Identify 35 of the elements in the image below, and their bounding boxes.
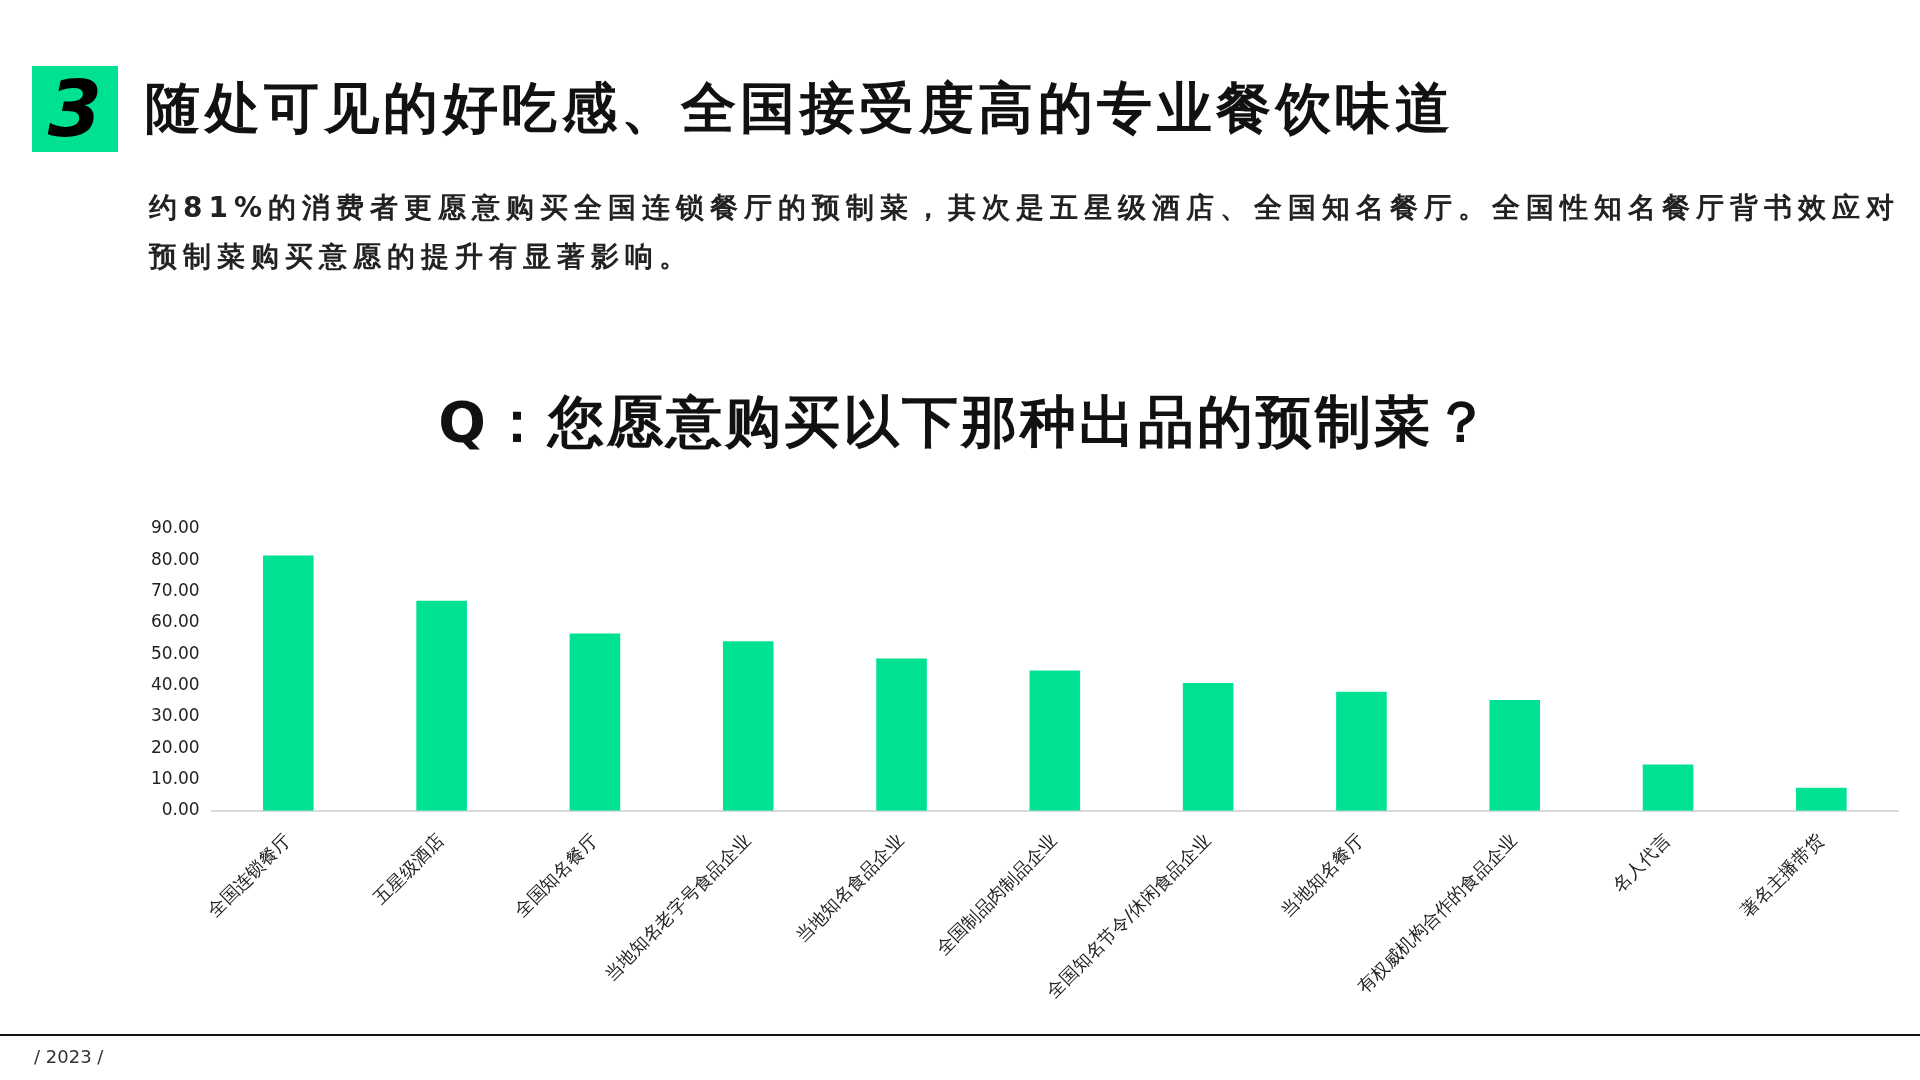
y-tick-label: 10.00 [151,767,200,788]
bar [1796,787,1847,811]
bar [876,658,927,811]
chart-title: 随处可见的好吃感、全国接受度高的专业餐饮味道 [145,75,1454,142]
x-tick-label: 全国知名餐厅 [509,829,602,921]
x-tick-label: 当地知名餐厅 [1276,829,1368,921]
y-tick-label: 80.00 [151,548,200,569]
x-tick-label: 五星级酒店 [369,829,448,909]
text: / 2023 / [34,1045,104,1069]
bar [1489,699,1541,811]
bar [416,600,467,811]
bar [1336,691,1387,811]
y-tick-label: 0.00 [161,799,200,820]
number-badge: 3 [32,66,118,152]
text: Q：您愿意购买以下那种出品的预制菜？ [437,388,1493,456]
x-tick-label: 当地知名食品企业 [790,829,908,947]
x-tick-label: 名人代言 [1608,829,1675,896]
y-tick-label: 70.00 [151,580,200,601]
bar [1642,764,1694,811]
x-tick-label: 著名主播带货 [1736,829,1828,921]
x-tick-label: 全国制品肉制品企业 [931,829,1061,960]
y-tick-label: 50.00 [151,642,200,663]
x-tick-label: 当地知名老字号食品企业 [599,829,755,985]
bar [722,641,774,811]
bar [263,555,314,811]
y-tick-label: 60.00 [151,611,200,632]
bar [569,633,621,811]
chart-subtitle: 约81%的消费者更愿意购买全国连锁餐厅的预制菜，其次是五星级酒店、全国知名餐厅。全国性知名餐厅背书效应对预制菜购买意愿的提升有显著影响。 [149,190,1902,275]
bar [1182,683,1234,811]
y-tick-label: 30.00 [151,705,200,726]
y-tick-label: 90.00 [151,517,200,538]
y-tick-label: 20.00 [151,736,200,757]
bar [1029,670,1081,811]
x-tick-label: 全国连锁餐厅 [203,829,295,921]
y-tick-label: 40.00 [151,673,200,694]
